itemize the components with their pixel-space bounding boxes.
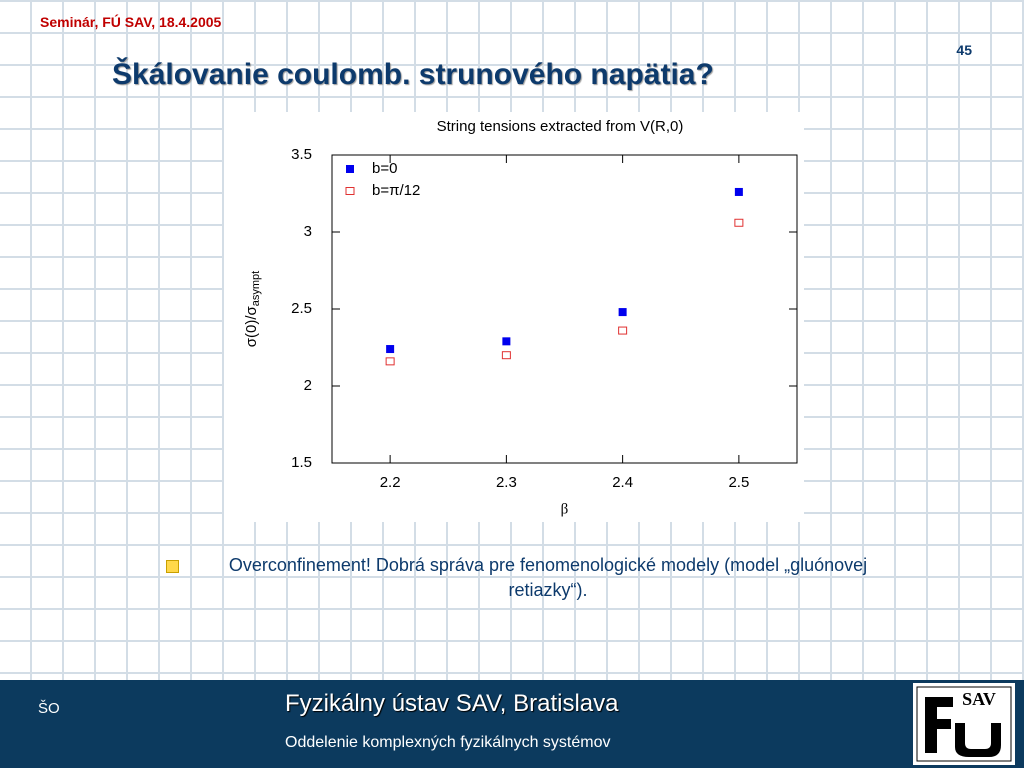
- y-axis-label: σ(0)/σasympt: [243, 271, 262, 347]
- bullet-icon: [166, 560, 179, 573]
- y-tick-label: 3.5: [291, 146, 312, 163]
- footer-left: ŠO: [38, 700, 60, 717]
- x-tick-label: 2.3: [496, 474, 517, 491]
- y-tick-label: 2: [304, 377, 312, 394]
- chart: String tensions extracted from V(R,0) 1.5…: [224, 112, 804, 522]
- marker: [618, 308, 627, 317]
- marker: [386, 345, 395, 354]
- logo: SAV: [913, 683, 1015, 765]
- x-axis-label: β: [561, 501, 569, 517]
- plot-frame: [331, 154, 798, 464]
- y-tick-label: 1.5: [291, 454, 312, 471]
- y-axis-label-main: σ(0)/σ: [243, 305, 260, 347]
- y-tick-label: 3: [304, 223, 312, 240]
- x-tick-label: 2.4: [612, 474, 633, 491]
- page-number: 45: [956, 42, 972, 58]
- y-tick-label: 2.5: [291, 300, 312, 317]
- marker: [618, 326, 628, 335]
- x-tick-label: 2.5: [728, 474, 749, 491]
- footer-subtitle: Oddelenie komplexných fyzikálnych systém…: [285, 734, 611, 751]
- bullet-text: Overconfinement! Dobrá správa pre fenome…: [228, 555, 868, 600]
- legend-label: b=0: [372, 160, 397, 177]
- footer-title: Fyzikálny ústav SAV, Bratislava: [285, 690, 619, 717]
- logo-frame: [916, 686, 1012, 762]
- legend-marker: [345, 187, 355, 195]
- logo-f: [925, 697, 953, 753]
- marker: [734, 218, 744, 227]
- event-label: Seminár, FÚ SAV, 18.4.2005: [40, 14, 222, 30]
- legend-marker: [346, 165, 354, 173]
- slide-title: Škálovanie coulomb. strunového napätia?: [112, 58, 714, 91]
- marker: [385, 357, 395, 366]
- logo-u: [955, 723, 1001, 757]
- marker: [734, 187, 743, 196]
- x-tick-label: 2.2: [380, 474, 401, 491]
- legend-label: b=π/12: [372, 182, 420, 199]
- marker: [501, 351, 511, 360]
- footer: [0, 680, 1024, 768]
- marker: [502, 337, 511, 346]
- chart-title: String tensions extracted from V(R,0): [437, 118, 684, 135]
- y-axis-label-sub: asympt: [250, 271, 262, 306]
- logo-text: SAV: [962, 689, 996, 709]
